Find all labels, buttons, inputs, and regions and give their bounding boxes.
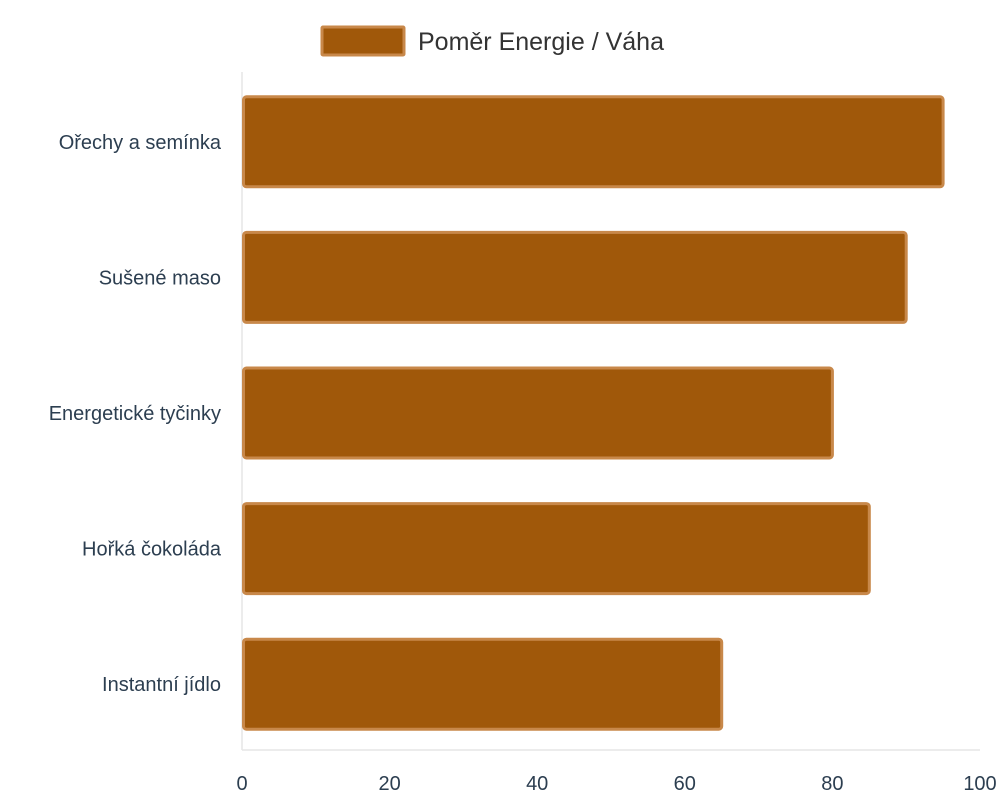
x-tick-labels: 0 20 40 60 80 100 [236, 773, 996, 795]
bar [242, 95, 945, 189]
x-tick-label: 0 [236, 773, 247, 795]
bar [242, 502, 871, 596]
x-tick-label: 100 [963, 773, 996, 795]
category-labels: Ořechy a semínka Sušené maso Energetické t… [49, 132, 222, 696]
x-tick-label: 20 [378, 773, 400, 795]
category-label: Ořechy a semínka [59, 132, 222, 154]
bar [242, 230, 908, 324]
category-label: Hořká čokoláda [82, 539, 222, 561]
bar [242, 366, 834, 460]
x-tick-label: 40 [526, 773, 548, 795]
category-label: Sušené maso [99, 267, 221, 289]
bar [242, 637, 724, 731]
category-label: Energetické tyčinky [49, 403, 221, 425]
x-tick-label: 60 [674, 773, 696, 795]
x-tick-label: 80 [821, 773, 843, 795]
legend: Poměr Energie / Váha [320, 25, 664, 57]
bars [242, 95, 945, 731]
legend-label: Poměr Energie / Váha [418, 28, 664, 56]
legend-swatch [320, 25, 406, 57]
category-label: Instantní jídlo [102, 674, 221, 696]
